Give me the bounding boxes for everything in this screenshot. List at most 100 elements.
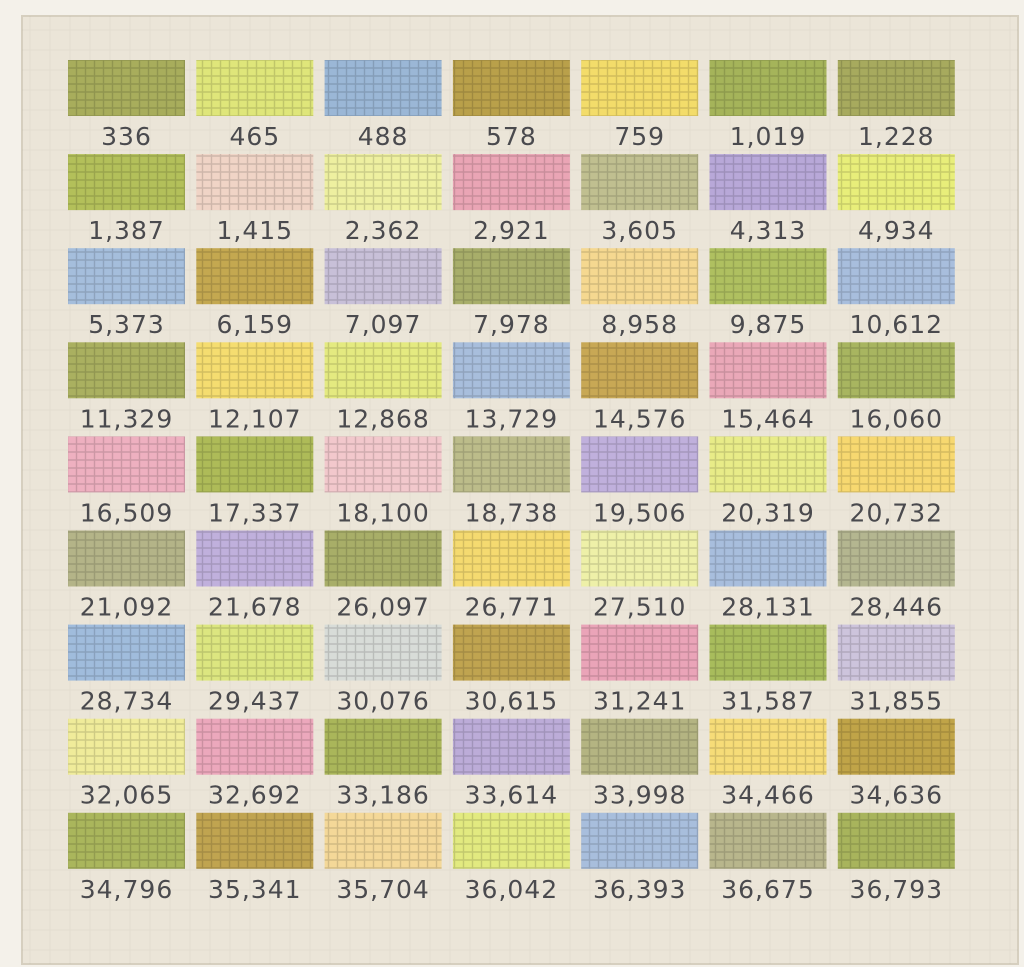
patch-hatch: [452, 812, 570, 869]
patch-hatch: [837, 154, 955, 211]
patch-hatch: [709, 60, 827, 116]
patch-number: 578: [486, 122, 537, 151]
patch-hatch: [581, 812, 699, 869]
patch-number: 12,868: [336, 404, 429, 433]
patch-hatch: [196, 812, 314, 869]
patch-hatch: [68, 154, 185, 211]
patch-number: 36,393: [593, 875, 686, 904]
patch-hatch: [709, 154, 827, 211]
patch-number: 16,509: [80, 498, 173, 527]
patch-hatch: [709, 718, 827, 775]
cells: 336 465 488 578 759 1,019 1,228 1,387 1,415 2,362…: [68, 60, 955, 904]
patch-hatch: [581, 530, 699, 587]
patch-hatch: [68, 530, 185, 587]
patch-number: 31,587: [721, 687, 814, 716]
patch-hatch: [837, 718, 955, 775]
patch-hatch: [581, 718, 699, 775]
patch-number: 5,373: [88, 310, 165, 339]
patch-number: 36,042: [465, 875, 558, 904]
patch-hatch: [68, 342, 185, 399]
patch-number: 29,437: [208, 687, 301, 716]
patch-number: 34,636: [850, 781, 943, 810]
patch-number: 1,228: [858, 122, 935, 151]
patch-number: 33,998: [593, 781, 686, 810]
patch-hatch: [68, 624, 185, 681]
patch-number: 34,466: [721, 781, 814, 810]
patch-hatch: [324, 248, 442, 305]
patch-number: 17,337: [208, 498, 301, 527]
patch-number: 14,576: [593, 404, 686, 433]
patch-hatch: [452, 60, 570, 116]
patch-hatch: [324, 60, 442, 116]
patch-hatch: [324, 436, 442, 493]
patch-hatch: [837, 436, 955, 493]
patch-number: 28,131: [721, 593, 814, 622]
patch-hatch: [837, 248, 955, 305]
patch-hatch: [196, 624, 314, 681]
patch-number: 18,100: [336, 498, 429, 527]
patch-number: 8,958: [601, 310, 678, 339]
patch-hatch: [196, 342, 314, 399]
patch-hatch: [837, 812, 955, 869]
patch-hatch: [324, 624, 442, 681]
patch-number: 13,729: [465, 404, 558, 433]
patch-hatch: [581, 624, 699, 681]
patch-hatch: [709, 624, 827, 681]
patch-number: 1,415: [217, 216, 294, 245]
patch-hatch: [68, 248, 185, 305]
patch-hatch: [709, 436, 827, 493]
patch-hatch: [709, 342, 827, 399]
patch-number: 33,614: [465, 781, 558, 810]
patch-number: 20,319: [721, 498, 814, 527]
patch-number: 7,978: [473, 310, 550, 339]
patch-hatch: [452, 154, 570, 211]
patch-hatch: [581, 248, 699, 305]
patch-hatch: [68, 60, 185, 116]
patch-hatch: [196, 718, 314, 775]
patch-number: 31,241: [593, 687, 686, 716]
patch-hatch: [709, 248, 827, 305]
patch-hatch: [837, 624, 955, 681]
patch-hatch: [196, 154, 314, 211]
patch-hatch: [837, 60, 955, 116]
patch-number: 488: [358, 122, 409, 151]
patch-number: 15,464: [721, 404, 814, 433]
patch-number: 465: [229, 122, 280, 151]
patch-hatch: [196, 436, 314, 493]
patch-number: 26,771: [465, 593, 558, 622]
patch-hatch: [324, 718, 442, 775]
patch-hatch: [196, 530, 314, 587]
patch-number: 36,793: [850, 875, 943, 904]
patch-hatch: [581, 154, 699, 211]
patch-number: 21,678: [208, 593, 301, 622]
patch-number: 6,159: [217, 310, 294, 339]
patch-number: 36,675: [721, 875, 814, 904]
patch-number: 336: [101, 122, 152, 151]
patch-number: 1,019: [730, 122, 807, 151]
patch-number: 7,097: [345, 310, 422, 339]
patch-hatch: [324, 154, 442, 211]
patch-number: 16,060: [850, 404, 943, 433]
patch-hatch: [709, 812, 827, 869]
patch-number: 27,510: [593, 593, 686, 622]
patch-number: 28,734: [80, 687, 173, 716]
patch-number: 30,615: [465, 687, 558, 716]
patch-hatch: [452, 436, 570, 493]
patch-number: 32,065: [80, 781, 173, 810]
patch-hatch: [68, 436, 185, 493]
patch-number: 31,855: [850, 687, 943, 716]
patch-hatch: [581, 436, 699, 493]
patch-number: 3,605: [601, 216, 678, 245]
patch-number: 1,387: [88, 216, 165, 245]
patch-number: 28,446: [850, 593, 943, 622]
patch-hatch: [68, 718, 185, 775]
patch-number: 30,076: [336, 687, 429, 716]
patch-hatch: [196, 60, 314, 116]
patch-number: 33,186: [336, 781, 429, 810]
patch-number: 2,362: [345, 216, 422, 245]
patch-number: 35,704: [336, 875, 429, 904]
patch-number: 11,329: [80, 404, 173, 433]
patch-hatch: [581, 342, 699, 399]
